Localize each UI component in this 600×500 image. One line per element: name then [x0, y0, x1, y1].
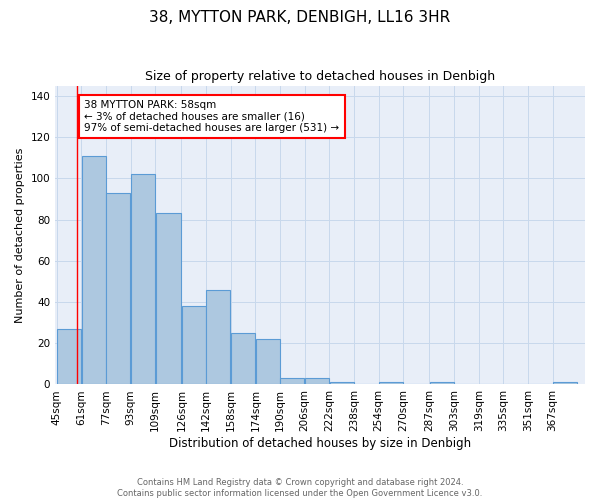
Bar [430, 382, 454, 384]
Text: Contains HM Land Registry data © Crown copyright and database right 2024.
Contai: Contains HM Land Registry data © Crown c… [118, 478, 482, 498]
Bar [155, 214, 181, 384]
Bar [182, 306, 206, 384]
Text: 38, MYTTON PARK, DENBIGH, LL16 3HR: 38, MYTTON PARK, DENBIGH, LL16 3HR [149, 10, 451, 25]
Bar [280, 378, 304, 384]
Bar [256, 339, 280, 384]
Bar [305, 378, 329, 384]
Bar [82, 156, 106, 384]
Bar [57, 329, 81, 384]
Bar [553, 382, 577, 384]
Bar [379, 382, 403, 384]
Bar [206, 290, 230, 384]
Bar [106, 192, 130, 384]
Title: Size of property relative to detached houses in Denbigh: Size of property relative to detached ho… [145, 70, 495, 83]
Bar [231, 333, 255, 384]
Y-axis label: Number of detached properties: Number of detached properties [15, 148, 25, 322]
Bar [131, 174, 155, 384]
Text: 38 MYTTON PARK: 58sqm
← 3% of detached houses are smaller (16)
97% of semi-detac: 38 MYTTON PARK: 58sqm ← 3% of detached h… [85, 100, 340, 133]
Bar [330, 382, 353, 384]
X-axis label: Distribution of detached houses by size in Denbigh: Distribution of detached houses by size … [169, 437, 471, 450]
